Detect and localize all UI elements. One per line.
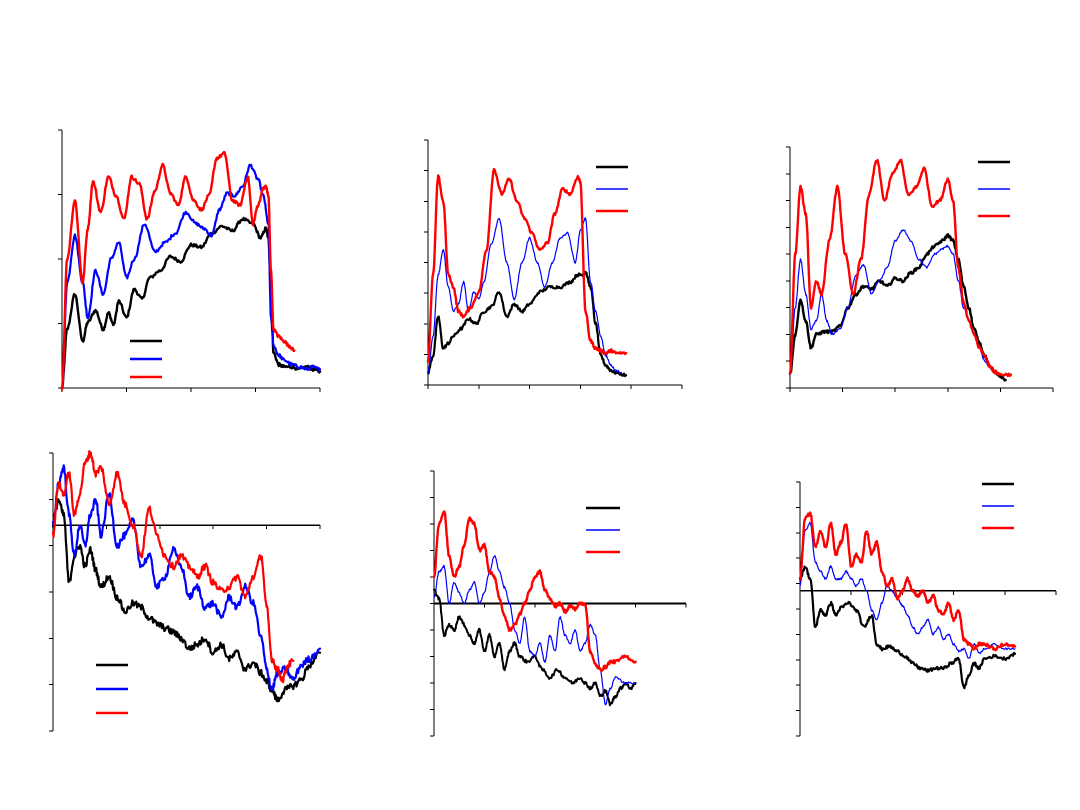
chart-panel-2	[424, 139, 683, 389]
series-line-1	[788, 232, 1007, 382]
series-line-2	[433, 554, 637, 706]
series-line-1	[798, 565, 1017, 690]
legend	[982, 482, 1014, 530]
series-line-2	[799, 521, 1016, 659]
chart-panel-1	[58, 129, 322, 392]
series-line-3	[51, 450, 295, 684]
chart-panel-5	[430, 470, 687, 737]
series-line-3	[432, 510, 637, 673]
legend	[96, 663, 128, 715]
chart-panel-4	[49, 450, 322, 732]
series-line-3	[788, 158, 1013, 378]
series-line-2	[51, 464, 322, 692]
series-line-1	[426, 270, 628, 378]
legend	[978, 160, 1010, 218]
series-line-2	[427, 217, 622, 374]
series-line-3	[798, 511, 1017, 652]
series-line-3	[60, 150, 296, 391]
series-line-1	[60, 216, 322, 389]
series-line-2	[60, 163, 322, 389]
chart-panel-3	[786, 146, 1054, 392]
series-line-1	[433, 588, 637, 707]
legend	[130, 339, 162, 379]
legend	[596, 165, 628, 213]
chart-panel-6	[796, 481, 1057, 737]
charts-group	[49, 129, 1057, 737]
series-line-3	[426, 167, 628, 364]
legend	[586, 506, 620, 554]
